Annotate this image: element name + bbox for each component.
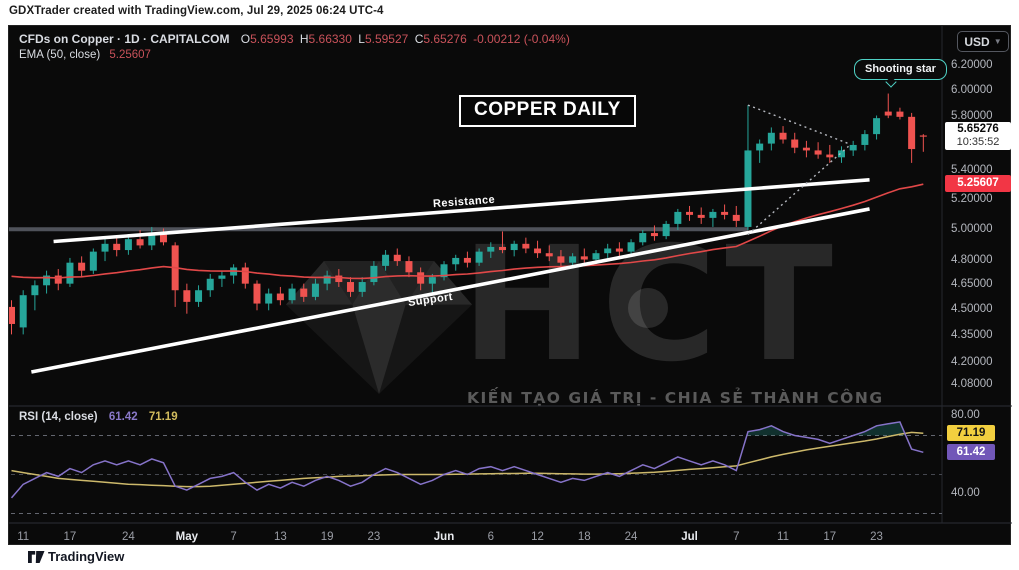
currency-label: USD: [964, 34, 990, 49]
time-tick-label: 6: [487, 531, 494, 543]
ohlc-high-value: 5.66330: [308, 32, 352, 46]
time-tick-label: 11: [777, 531, 789, 543]
time-tick-label: 7: [733, 531, 740, 543]
time-tick-label: 23: [367, 531, 381, 543]
tradingview-logo-icon: [28, 551, 45, 563]
rsi-ma-value: 71.19: [148, 411, 178, 423]
last-price-value: 5.65276: [957, 123, 999, 136]
ohlc-low-label: L: [358, 32, 365, 46]
ohlc-close-label: C: [414, 32, 424, 46]
time-tick-label: 11: [17, 531, 30, 543]
ohlc-open-value: 5.65993: [250, 32, 294, 46]
footer-brand[interactable]: TradingView: [48, 549, 125, 564]
symbol-legend[interactable]: CFDs on Copper · 1D · CAPITALCOM O5.6599…: [19, 32, 570, 46]
time-tick-label: 19: [320, 531, 334, 543]
time-tick-label: 18: [577, 531, 591, 543]
attribution-text: GDXTrader created with TradingView.com, …: [9, 5, 384, 17]
price-tick-label: 4.80000: [951, 254, 993, 267]
rsi-legend-label: RSI (14, close): [19, 411, 98, 423]
chevron-down-icon: ▼: [993, 37, 1002, 46]
ohlc-open-label: O: [240, 32, 251, 46]
watermark-tagline: KIẾN TẠO GIÁ TRỊ - CHIA SẺ THÀNH CÔNG: [467, 389, 884, 407]
time-tick-label: May: [175, 531, 199, 543]
rsi-main-value: 61.42: [108, 411, 138, 423]
currency-button[interactable]: USD ▼: [957, 31, 1009, 52]
price-tick-label: 5.40000: [951, 164, 993, 177]
ema-legend-label: EMA (50, close): [19, 49, 101, 61]
shooting-star-tooltip: Shooting star: [854, 59, 947, 80]
attribution-bar: GDXTrader created with TradingView.com, …: [0, 0, 1019, 25]
price-tick-label: 4.50000: [951, 303, 993, 316]
rsi-ma-label: 71.19: [947, 425, 995, 442]
price-tick-label: 6.00000: [951, 83, 993, 96]
price-tick-label: 6.20000: [951, 59, 993, 71]
chart-panel: HCT KIẾN TẠO GIÁ TRỊ - CHIA SẺ THÀNH CÔN…: [8, 25, 1012, 546]
change-value: -0.00212 (-0.04%): [473, 32, 570, 46]
time-tick-label: 12: [531, 531, 544, 543]
rsi-tick-label: 40.00: [951, 487, 980, 499]
price-tick-label: 4.08000: [951, 377, 993, 390]
rsi-value-label: 61.42: [947, 444, 995, 461]
time-tick-label: Jul: [681, 531, 698, 543]
time-tick-label: 13: [273, 531, 287, 543]
bar-countdown: 10:35:52: [956, 136, 1000, 149]
ema-legend[interactable]: EMA (50, close) 5.25607: [19, 49, 151, 61]
ema-legend-value: 5.25607: [109, 49, 151, 61]
time-tick-label: 17: [823, 531, 837, 543]
price-tick-label: 5.80000: [951, 109, 993, 122]
ohlc-low-value: 5.59527: [364, 32, 409, 46]
footer-bar: TradingView: [0, 545, 1019, 570]
price-tick-label: 4.65000: [951, 278, 993, 291]
chart-title-box: COPPER DAILY: [459, 95, 636, 127]
time-tick-label: 24: [624, 531, 638, 543]
last-price-label: 5.65276 10:35:52: [945, 122, 1011, 151]
ohlc-close-value: 5.65276: [423, 32, 467, 46]
price-tick-label: 5.00000: [951, 222, 993, 235]
watermark-c-dot: [628, 288, 668, 328]
price-tick-label: 4.35000: [951, 329, 993, 342]
rsi-legend[interactable]: RSI (14, close) 61.42 71.19: [19, 411, 178, 423]
rsi-tick-label: 80.00: [951, 409, 980, 421]
time-tick-label: 24: [121, 531, 135, 543]
time-tick-label: 17: [63, 531, 77, 543]
time-tick-label: 7: [230, 531, 237, 543]
chart-canvas[interactable]: [9, 26, 1012, 546]
price-tick-label: 5.20000: [951, 193, 993, 206]
ema-price-label: 5.25607: [945, 175, 1011, 193]
price-tick-label: 4.20000: [951, 355, 993, 368]
symbol-title[interactable]: CFDs on Copper · 1D · CAPITALCOM: [19, 32, 230, 46]
time-tick-label: 23: [870, 531, 883, 543]
ohlc-high-label: H: [299, 32, 309, 46]
time-tick-label: Jun: [433, 531, 455, 543]
